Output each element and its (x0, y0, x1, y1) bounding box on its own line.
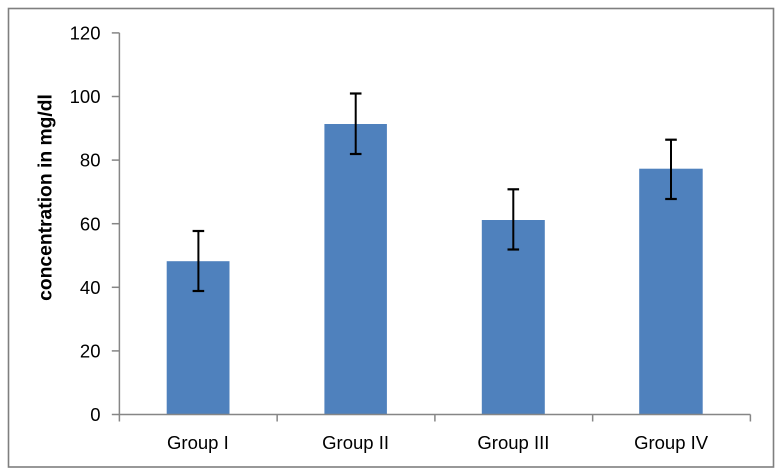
svg-text:Group III: Group III (477, 432, 549, 453)
svg-text:Group IV: Group IV (634, 432, 709, 453)
svg-text:40: 40 (80, 277, 101, 298)
svg-text:Group II: Group II (322, 432, 389, 453)
svg-text:20: 20 (80, 341, 101, 362)
svg-text:60: 60 (80, 213, 101, 234)
svg-text:80: 80 (80, 150, 101, 171)
svg-text:120: 120 (70, 23, 101, 44)
svg-text:0: 0 (90, 404, 100, 425)
svg-text:Group I: Group I (167, 432, 229, 453)
svg-text:100: 100 (70, 86, 101, 107)
svg-text:concentration in mg/dl: concentration in mg/dl (36, 94, 57, 301)
